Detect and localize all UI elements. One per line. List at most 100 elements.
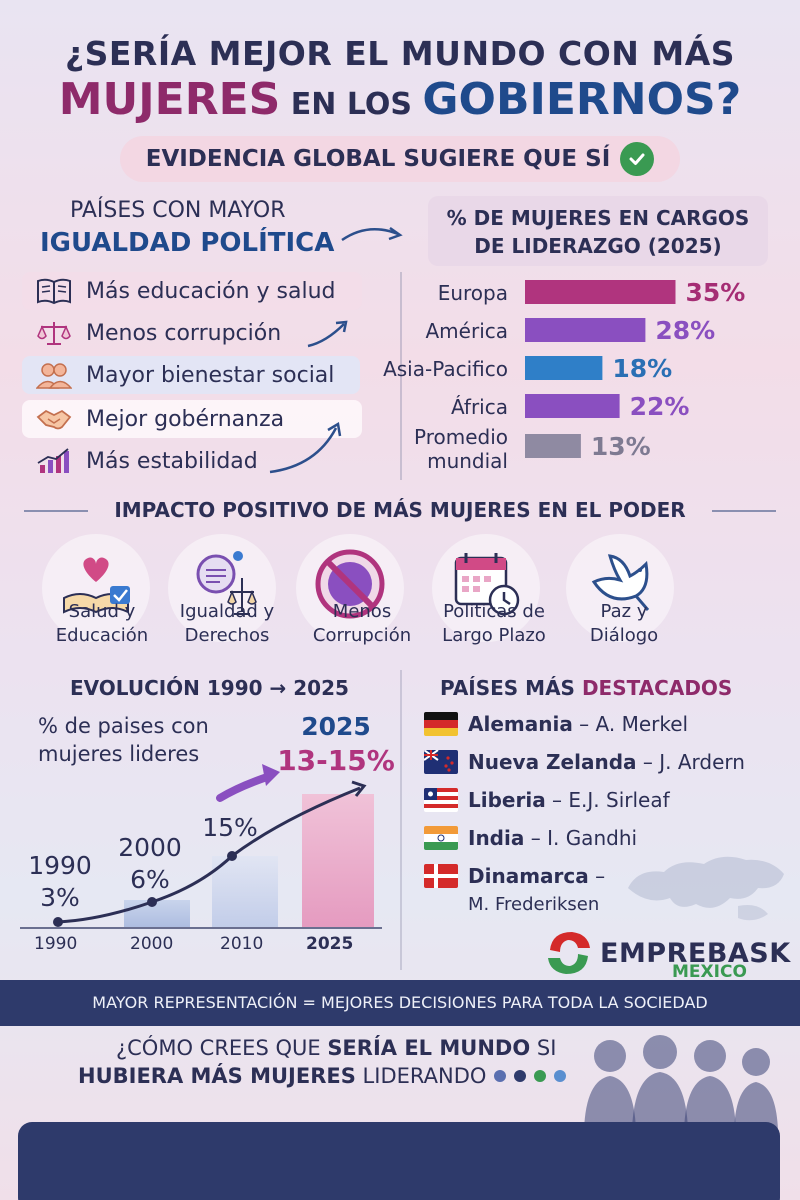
title-line-1: ¿SERÍA MEJOR EL MUNDO CON MÁS [64, 34, 736, 73]
leader-liberia: Liberia – E.J. Sirleaf [424, 788, 670, 812]
divider-right [712, 510, 776, 512]
impact-item-health-education [42, 534, 150, 642]
leadership-chart-header: % DE MUJERES EN CARGOS DE LIDERAZGO (202… [428, 196, 768, 266]
countries-title-line-1: PAÍSES CON MAYOR [70, 198, 286, 223]
impact-label-line: Salud y [68, 601, 136, 622]
leadership-bar-chart: Europa 35% América 28% Asia-Pacifico 18% Áfric… [383, 278, 745, 473]
bar-value-label: 22% [630, 392, 690, 421]
handshake-icon [36, 409, 72, 430]
bar-promedio-mundial [525, 434, 581, 458]
chart-up-icon [37, 448, 69, 473]
impact-label-health-education: Salud y Educación [32, 600, 172, 648]
benefit-label: Mejor gobérnanza [86, 406, 285, 432]
evolution-title: EVOLUCIÓN 1990 → 2025 [70, 676, 349, 700]
benefit-label: Menos corrupción [86, 320, 282, 346]
bar-asia-pacifico [525, 356, 603, 380]
chart-title-line-2: DE LIDERAZGO (2025) [474, 234, 722, 258]
bar-am-rica [525, 318, 646, 342]
no-corruption-icon [315, 549, 385, 619]
leader-india: India – I. Gandhi [424, 826, 637, 850]
check-icon [620, 142, 655, 176]
leader-name: – J. Ardern [636, 750, 745, 774]
evolution-title-arrow: → [269, 676, 287, 700]
evolution-title-end: 2025 [293, 676, 349, 700]
leaders-title-part1: PAÍSES MÁS [440, 676, 582, 700]
impact-label-line: Igualdad y [179, 601, 275, 622]
evo-value-2000: 2000 6% [110, 832, 190, 896]
people-icon [36, 363, 72, 389]
flag-liberia-icon [424, 788, 458, 812]
footer-banner: MAYOR REPRESENTACIÓN = MEJORES DECISIONE… [0, 980, 800, 1026]
question-bold: HUBIERA MÁS MUJERES [78, 1064, 356, 1088]
benefit-better-governance: Mejor gobérnanza [22, 400, 362, 438]
evo-value-2025-year: 2025 [301, 712, 371, 741]
benefit-label: Mayor bienestar social [86, 362, 335, 388]
arrow-up-right-icon [307, 320, 348, 348]
impact-label-line: Educación [55, 625, 149, 646]
leaders-title-part2: DESTACADOS [581, 676, 733, 700]
benefit-label: Más educación y salud [86, 278, 336, 304]
leader-country: India [468, 826, 525, 850]
leader-text: Alemania – A. Merkel [468, 712, 688, 736]
flag-india-icon [424, 826, 458, 850]
balance-person-icon [196, 551, 257, 615]
evidence-banner: EVIDENCIA GLOBAL SUGIERE QUE SÍ [120, 136, 680, 182]
bar-value-label: 13% [591, 432, 651, 461]
evolution-subtitle-line: mujeres lideres [38, 742, 200, 766]
column-divider [400, 670, 402, 970]
evolution-title-start: EVOLUCIÓN 1990 [70, 676, 263, 700]
leader-country: Liberia [468, 788, 546, 812]
evolution-line-chart [53, 764, 367, 927]
heart-book-icon [63, 557, 130, 614]
impact-label-peace-dialogue: Paz y Diálogo [554, 600, 694, 648]
evo-value-number: 15% [202, 813, 258, 842]
countries-title-line-2: IGUALDAD POLÍTICA [40, 228, 335, 258]
leader-germany: Alemania – A. Merkel [424, 712, 688, 736]
evo-value-number: 3% [40, 883, 80, 912]
evo-year-2000: 2000 [130, 934, 174, 954]
bar-category-label: mundial [427, 449, 508, 473]
evo-point-2000 [147, 897, 157, 907]
impact-label-line: Diálogo [589, 625, 659, 646]
question-text: ¿CÓMO CREES QUE [116, 1036, 328, 1060]
impact-label-less-corruption: Menos Corrupción [292, 600, 432, 648]
question-text: LIDERANDO [355, 1064, 487, 1088]
bar-category-label: África [451, 395, 508, 419]
bar-category-label: Asia-Pacifico [383, 357, 508, 381]
divider-left [24, 510, 88, 512]
dot-icon [554, 1070, 567, 1082]
impact-label-long-term-policies: Politicas de Largo Plazo [424, 600, 564, 648]
title-line-2: MUJERES EN LOS GOBIERNOS? [0, 74, 800, 125]
impact-label-line: Menos [332, 601, 392, 622]
leader-country: Nueva Zelanda [468, 750, 637, 774]
evo-value-1990: 1990 3% [20, 850, 100, 914]
question-text: SI [530, 1036, 557, 1060]
emprebask-logo: EMPREBASK [544, 928, 791, 978]
bar-category-label: Europa [438, 281, 508, 305]
evolution-subtitle-line: % de paises con [38, 714, 209, 738]
evo-year-2010: 2010 [220, 934, 264, 954]
leader-name: – I. Gandhi [524, 826, 638, 850]
impact-title: IMPACTO POSITIVO DE MÁS MUJERES EN EL PO… [114, 498, 686, 522]
evo-point-1990 [53, 917, 63, 927]
leader-new-zealand: Nueva Zelanda – J. Ardern [424, 750, 745, 774]
evolution-subtitle: % de paises con mujeres lideres [38, 712, 238, 768]
scale-icon [37, 322, 71, 345]
title-in-the: EN LOS [280, 87, 423, 122]
leader-country: Alemania [468, 712, 573, 736]
banner-text: EVIDENCIA GLOBAL SUGIERE QUE SÍ [145, 146, 611, 172]
leaders-title: PAÍSES MÁS DESTACADOS [440, 676, 732, 700]
evo-value-number: 6% [130, 865, 170, 894]
dot-icon [534, 1070, 547, 1082]
impact-item-long-term-policies [432, 534, 540, 642]
bar-value-label: 18% [612, 354, 672, 383]
dove-icon [591, 554, 650, 611]
flag-germany-icon [424, 712, 458, 736]
question-bold: SERÍA EL MUNDO [327, 1036, 531, 1060]
impact-label-line: Politicas de [443, 601, 545, 622]
dot-icon [494, 1070, 507, 1082]
women-silhouettes-icon [584, 1035, 778, 1130]
question-line-2: HUBIERA MÁS MUJERES LIDERANDO [78, 1064, 567, 1088]
dot-icon [514, 1070, 527, 1082]
impact-label-line: Paz y [600, 601, 648, 622]
